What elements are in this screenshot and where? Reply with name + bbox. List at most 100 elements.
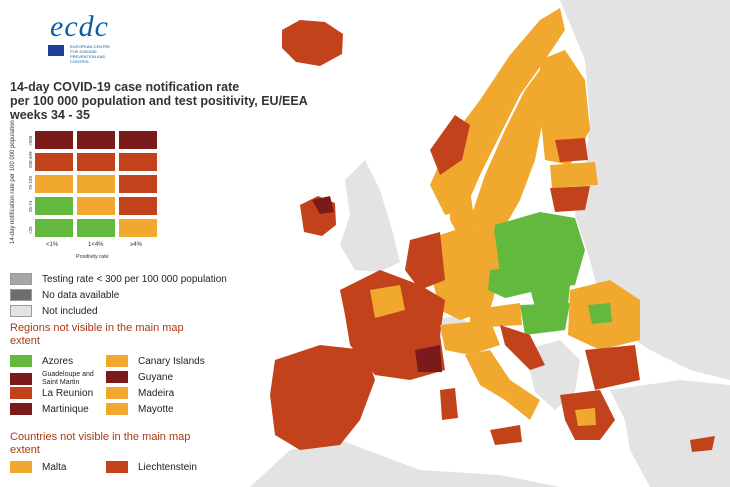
matrix-cell [118,196,158,216]
denmark [450,190,475,235]
uk-land [340,160,400,272]
title-line-3: weeks 34 - 35 [10,108,90,122]
matrix-x-tick: 1<4% [88,242,104,248]
region-legend-item: Canary Islands [106,355,205,367]
matrix-cell [76,152,116,172]
france-darkred [415,345,442,372]
greece-orange [575,408,596,426]
legend-label: La Reunion [42,387,94,399]
matrix-cell [76,174,116,194]
legend-label: Guadeloupe and Saint Martin [42,371,94,386]
legend-label: Martinique [42,403,89,415]
region-legend-item: Azores [10,355,73,367]
map-title: 14-day COVID-19 case notification rate p… [10,80,310,122]
matrix-cell [34,130,74,150]
estonia [555,138,588,162]
region-legend-item: Guadeloupe and Saint Martin [10,371,104,387]
matrix-x-tick: ≥4% [130,242,142,248]
matrix-y-tick: >500 [28,135,33,146]
non-eu-land-turkey [610,380,730,487]
legend-label: Mayotte [138,403,174,415]
region-legend-item: Guyane [106,371,173,383]
country-legend-item: Liechtenstein [106,461,197,473]
bulgaria [585,345,640,390]
legend-swatch [10,273,32,285]
legend-label: Testing rate < 300 per 100 000 populatio… [42,273,227,285]
matrix-cell [34,218,74,238]
matrix-cell [34,196,74,216]
legend-swatch [10,387,32,399]
norway-red [430,115,470,175]
cyprus [690,436,715,452]
legend-swatch [10,403,32,415]
legend-item: Not included [10,305,98,317]
matrix-cell [76,196,116,216]
country-legend-item: Malta [10,461,66,473]
germany-region [430,225,500,320]
matrix-y-tick: 25-74 [28,200,33,212]
legend-swatch [106,371,128,383]
legend-label: Liechtenstein [138,461,197,473]
matrix-cell [118,130,158,150]
italy-north [440,320,500,355]
slovakia [530,285,570,307]
matrix-y-tick: <25 [28,226,33,234]
legend-label: Guyane [138,371,174,383]
legend-label: Malta [42,461,67,473]
legend-label: Madeira [138,387,175,399]
iceland-region [282,20,343,66]
matrix-x-label: Positivity rate [76,254,109,260]
region-legend-item: La Reunion [10,387,93,399]
sicily [490,425,522,445]
non-eu-land-africa [250,440,560,487]
norway-region [430,8,565,215]
regions-title: Regions not visible in the main map exte… [10,322,184,347]
legend-swatch [106,355,128,367]
eu-flag-icon [48,45,64,56]
czechia [488,265,540,298]
legend-swatch [10,355,32,367]
title-line-1: 14-day COVID-19 case notification rate [10,80,240,94]
region-legend-item: Madeira [106,387,174,399]
matrix-cell [118,218,158,238]
legend-swatch [10,461,32,473]
matrix-cell [118,152,158,172]
matrix-y-tick: 75-199 [28,175,33,190]
matrix-y-label: 14-day notification rate per 100 000 pop… [10,120,16,244]
logo-text: ecdc [50,10,109,43]
legend-swatch [106,387,128,399]
legend-label: Not included [42,305,98,317]
ecdc-logo: ecdc EUROPEAN CENTRE FOR DISEASE PREVENT… [24,8,114,64]
france-orange [370,285,405,318]
countries-title: Countries not visible in the main map ex… [10,431,191,456]
benelux [405,232,445,290]
matrix-cell [34,152,74,172]
italy-peninsula [465,350,540,420]
legend-swatch [10,305,32,317]
legend-swatch [106,403,128,415]
legend-item: Testing rate < 300 per 100 000 populatio… [10,273,227,285]
legend-swatch [106,461,128,473]
finland-region [540,50,590,165]
matrix-cell [118,174,158,194]
legend-label: Canary Islands [138,355,205,367]
legend-item: No data available [10,289,119,301]
matrix-cell [76,130,116,150]
matrix-cell [34,174,74,194]
matrix-cell [76,218,116,238]
legend-label: No data available [42,289,120,301]
title-line-2: per 100 000 population and test positivi… [10,94,308,108]
sardinia [440,388,458,420]
legend-swatch [10,373,32,385]
northern-ireland [312,196,334,214]
matrix-x-tick: <1% [46,242,59,248]
matrix-y-tick: 200-499 [28,151,33,168]
lithuania [550,186,590,212]
region-legend-item: Mayotte [106,403,174,415]
croatia [500,325,545,370]
sweden-region [470,70,545,240]
region-legend-item: Martinique [10,403,89,415]
legend-label: Azores [42,355,74,367]
hungary [520,303,570,335]
